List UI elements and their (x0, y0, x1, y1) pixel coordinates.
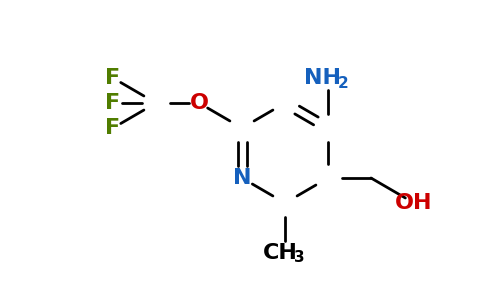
Text: F: F (106, 93, 121, 113)
Text: CH: CH (262, 243, 298, 263)
Text: O: O (190, 93, 209, 113)
Text: OH: OH (395, 193, 433, 213)
Text: F: F (106, 118, 121, 138)
Text: F: F (106, 68, 121, 88)
Text: NH: NH (304, 68, 342, 88)
Text: 2: 2 (338, 76, 348, 91)
Text: N: N (233, 168, 251, 188)
Text: 3: 3 (294, 250, 304, 266)
